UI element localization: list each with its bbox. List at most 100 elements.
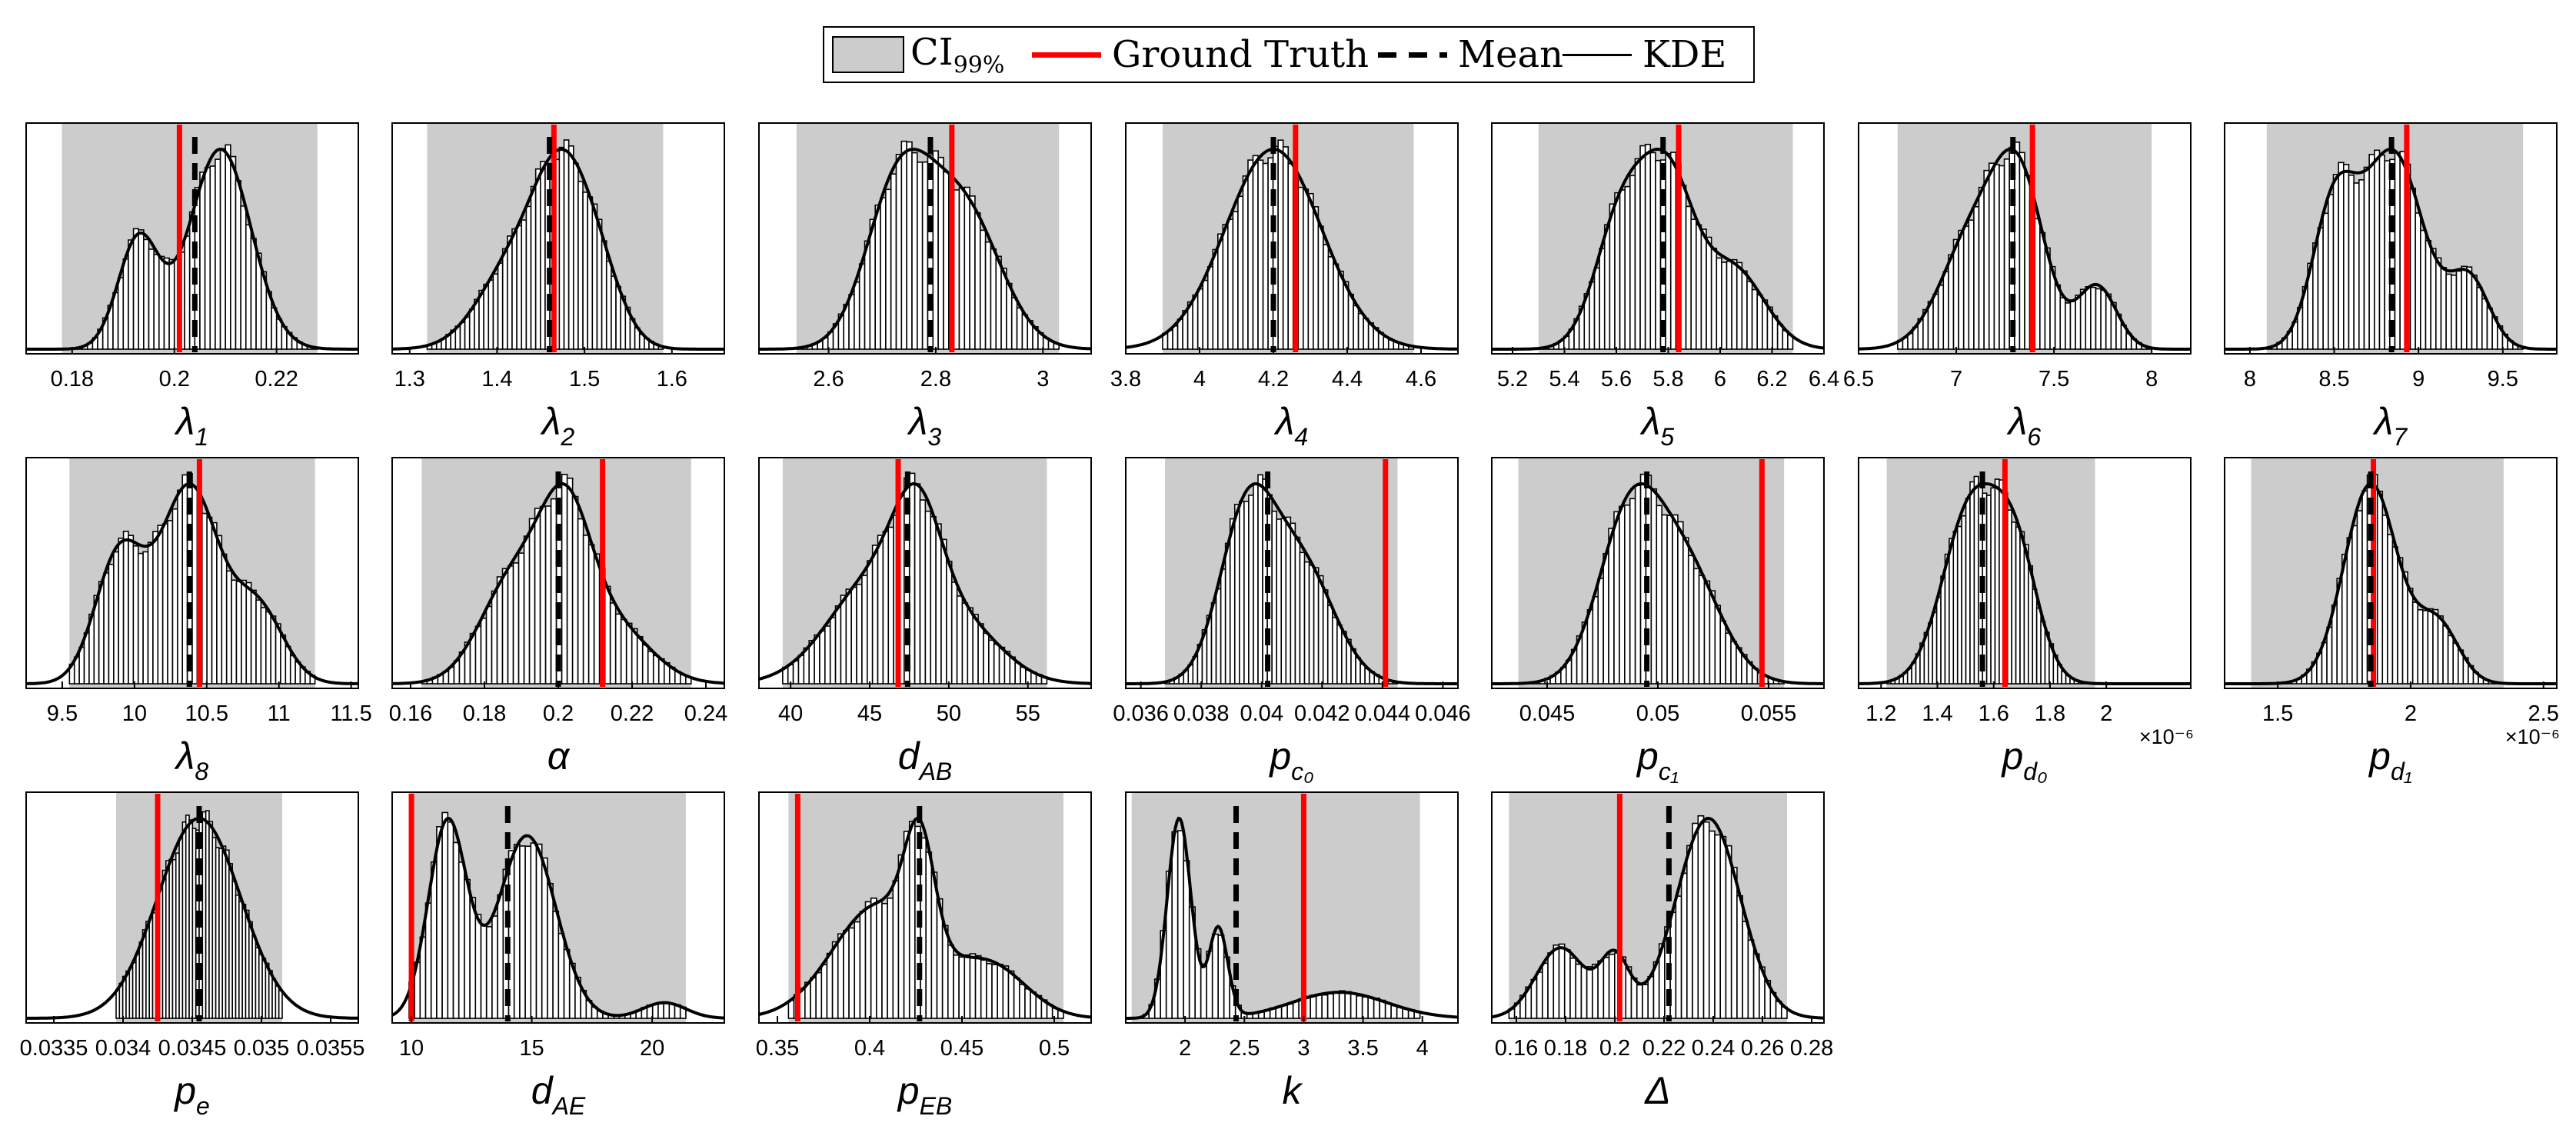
- hist-bar: [530, 842, 537, 1019]
- hist-bar: [1553, 944, 1560, 1019]
- hist-bar: [2420, 229, 2427, 350]
- hist-bar: [1018, 984, 1026, 1019]
- panel-lambda5: 5.2 5.4 5.6 5.8 6 6.2 6.4 λ5: [1491, 122, 1839, 451]
- hist-bar: [177, 489, 184, 685]
- x-tick-label: 8: [2244, 367, 2256, 391]
- hist-bar: [1973, 205, 1980, 350]
- panel-pEB: 0.35 0.4 0.45 0.5 pEB: [756, 791, 1092, 1120]
- hist-bar: [497, 262, 504, 350]
- hist-bar: [225, 144, 231, 350]
- kde-line-lambda5: [1492, 147, 1825, 351]
- hist-bar: [147, 541, 154, 685]
- hist-bar: [803, 647, 810, 685]
- hist-bar: [1167, 329, 1173, 350]
- hist-bar: [2353, 182, 2360, 350]
- hist-bar: [1390, 1004, 1398, 1019]
- hist-bar: [845, 588, 852, 685]
- hist-bar: [914, 483, 921, 685]
- hist-bar: [1702, 821, 1710, 1019]
- x-tick-label: 40: [778, 701, 803, 726]
- hist-bar: [1655, 159, 1662, 350]
- hist-bar: [1253, 482, 1259, 685]
- hist-bar: [547, 882, 554, 1019]
- hist-bar: [2090, 286, 2097, 350]
- hist-bar: [876, 900, 883, 1019]
- hist-bar: [906, 141, 913, 350]
- hist-bar: [2019, 531, 2025, 685]
- legend-mean-line: [1378, 52, 1447, 58]
- hist-bar: [991, 964, 998, 1019]
- hist-bar: [1536, 971, 1543, 1019]
- hist-bar: [464, 878, 471, 1019]
- x-tick-label: 0.16: [389, 701, 432, 726]
- hist-bar: [859, 911, 867, 1019]
- hist-bar: [1762, 299, 1769, 350]
- hist-bar: [974, 954, 982, 1019]
- hist-bar: [1726, 260, 1732, 350]
- x-tick-label: 3: [1297, 1036, 1310, 1061]
- x-tick-label: 0.24: [684, 701, 727, 726]
- hist-bar: [582, 535, 590, 685]
- hist-bar: [142, 551, 149, 685]
- hist-bar: [1317, 575, 1324, 685]
- hist-bar: [1547, 952, 1555, 1019]
- hist-bar: [492, 273, 499, 350]
- hist-bar: [1593, 267, 1600, 350]
- hist-bar: [1692, 568, 1700, 685]
- x-label-sub-pEB: EB: [920, 1092, 953, 1120]
- hist-bar: [2028, 565, 2034, 685]
- hist-bar: [924, 510, 932, 685]
- hist-bar: [199, 172, 206, 350]
- hist-bar: [2391, 546, 2398, 685]
- x-tick-label: 6.2: [1756, 367, 1787, 391]
- x-tick-label: 7: [1950, 367, 1962, 391]
- hist-bar: [961, 602, 969, 685]
- hist-bar: [1973, 475, 1979, 685]
- hist-bar: [118, 537, 125, 685]
- hist-bar: [1277, 139, 1284, 350]
- hist-bar: [1299, 551, 1306, 685]
- hist-bar: [511, 228, 518, 350]
- hist-bar: [240, 205, 247, 350]
- axes-box-lambda8: [25, 457, 359, 689]
- hist-bar: [2015, 526, 2021, 685]
- hist-bar: [567, 145, 574, 350]
- hist-bar: [1285, 516, 1292, 685]
- x-tick-label: 3.8: [1110, 367, 1141, 391]
- hist-bar: [2039, 232, 2046, 350]
- hist-bar: [2452, 642, 2459, 685]
- hist-bar: [1282, 146, 1289, 350]
- hist-bar: [1965, 498, 1971, 685]
- hist-bar: [235, 581, 242, 685]
- hist-bar: [211, 521, 218, 685]
- x-tick-label: 15: [519, 1036, 544, 1061]
- hist-bar: [1603, 224, 1611, 350]
- x-label-Delta: Δ: [1644, 1069, 1671, 1112]
- panel-pd0: 1.2 1.4 1.6 1.8 2 pd₀ ×10⁻⁶: [1858, 457, 2194, 785]
- hist-bar: [1257, 474, 1263, 685]
- hist-bar: [1629, 175, 1636, 350]
- hist-bar: [998, 646, 1006, 685]
- x-tick-label: 0.036: [1113, 701, 1169, 726]
- hist-bar: [1010, 297, 1018, 350]
- x-tick-label: 1.6: [1979, 701, 2009, 726]
- hist-bar: [1721, 262, 1728, 350]
- hist-bar: [2422, 610, 2429, 685]
- hist-bar: [871, 545, 879, 685]
- hist-bar: [122, 531, 129, 685]
- hist-bar: [1224, 542, 1231, 685]
- hist-bar: [1736, 262, 1743, 350]
- x-label-sub-dAB: AB: [918, 758, 953, 785]
- hist-bar: [591, 203, 598, 350]
- hist-bar: [1624, 504, 1631, 685]
- hist-bar: [474, 914, 482, 1019]
- hist-bar: [474, 298, 480, 350]
- hist-bar: [1302, 188, 1310, 350]
- hist-bar: [1644, 143, 1652, 350]
- x-tick-label: 4: [1193, 367, 1206, 391]
- x-label-dAE: dAE: [531, 1069, 586, 1120]
- hist-bar: [1237, 195, 1244, 350]
- x-tick-label: 0.16: [1495, 1036, 1538, 1061]
- hist-bar: [874, 204, 881, 350]
- hist-bar: [221, 553, 228, 685]
